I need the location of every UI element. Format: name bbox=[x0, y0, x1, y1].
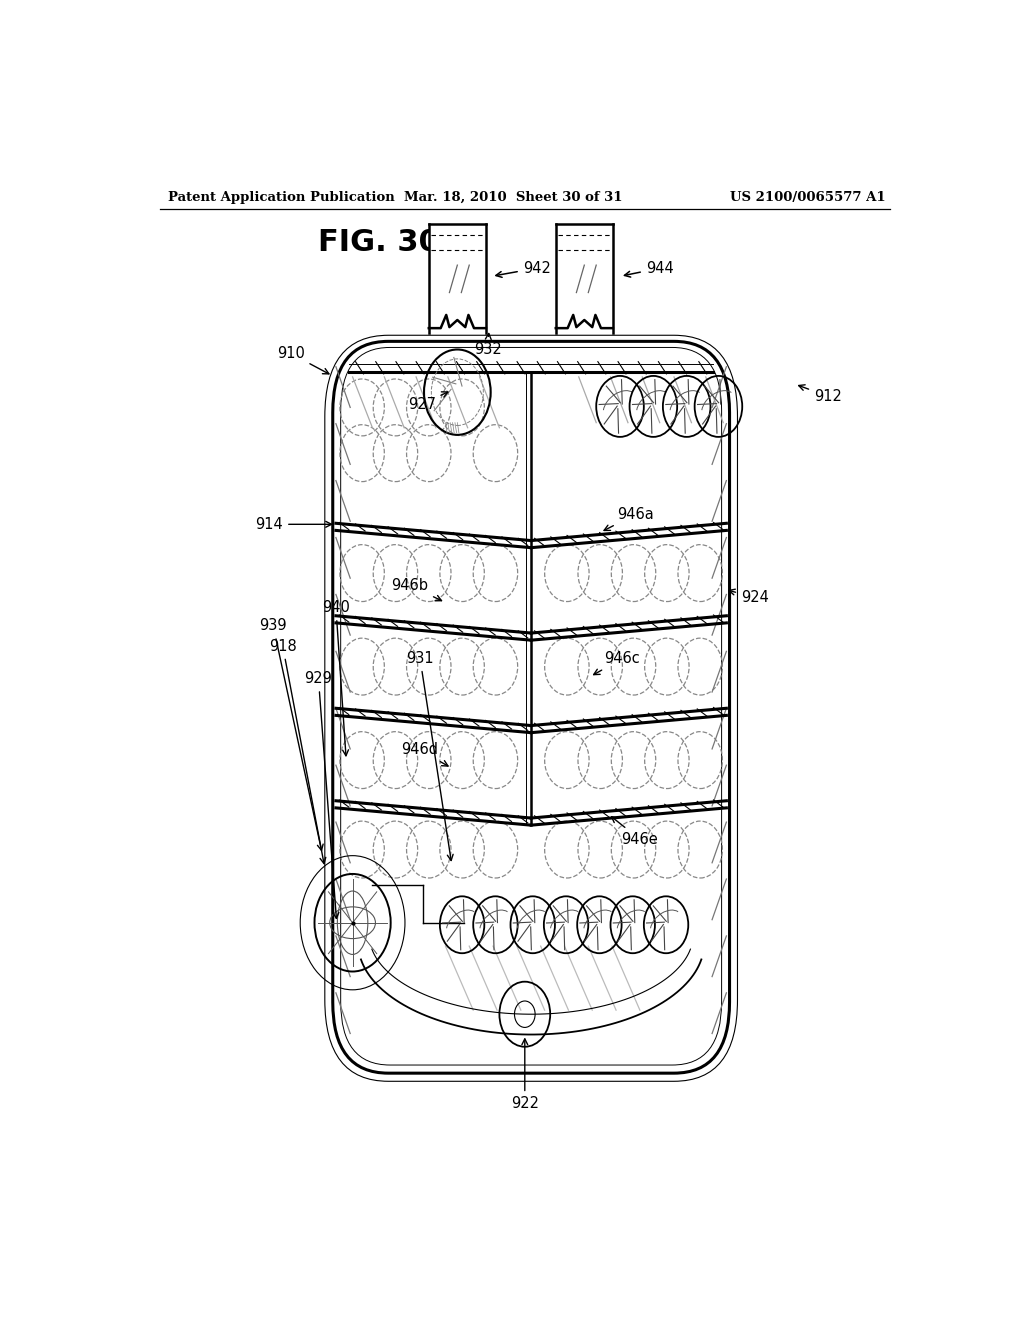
Text: 939: 939 bbox=[259, 619, 324, 850]
Text: 924: 924 bbox=[729, 589, 769, 605]
Bar bbox=[429, 224, 486, 333]
Text: 927: 927 bbox=[408, 392, 447, 412]
Text: 946e: 946e bbox=[611, 817, 658, 847]
Text: 944: 944 bbox=[625, 260, 674, 277]
Text: 946a: 946a bbox=[604, 507, 654, 531]
Text: 946b: 946b bbox=[391, 578, 441, 601]
Text: Mar. 18, 2010  Sheet 30 of 31: Mar. 18, 2010 Sheet 30 of 31 bbox=[403, 191, 623, 203]
Text: 918: 918 bbox=[269, 639, 326, 863]
Text: FIG. 30: FIG. 30 bbox=[318, 227, 440, 256]
Text: 912: 912 bbox=[799, 385, 842, 404]
Text: US 2100/0065577 A1: US 2100/0065577 A1 bbox=[730, 191, 886, 203]
Text: 929: 929 bbox=[304, 672, 339, 919]
Text: 914: 914 bbox=[255, 517, 332, 532]
Text: 946c: 946c bbox=[594, 651, 640, 675]
Text: 946d: 946d bbox=[401, 742, 449, 766]
Bar bbox=[556, 224, 613, 333]
Text: Patent Application Publication: Patent Application Publication bbox=[168, 191, 394, 203]
FancyBboxPatch shape bbox=[333, 342, 729, 1073]
Text: 932: 932 bbox=[474, 334, 502, 356]
Text: 931: 931 bbox=[407, 651, 454, 861]
Text: 942: 942 bbox=[496, 260, 551, 277]
Text: 922: 922 bbox=[511, 1039, 539, 1111]
Text: 940: 940 bbox=[322, 601, 350, 756]
Text: 910: 910 bbox=[276, 346, 329, 374]
